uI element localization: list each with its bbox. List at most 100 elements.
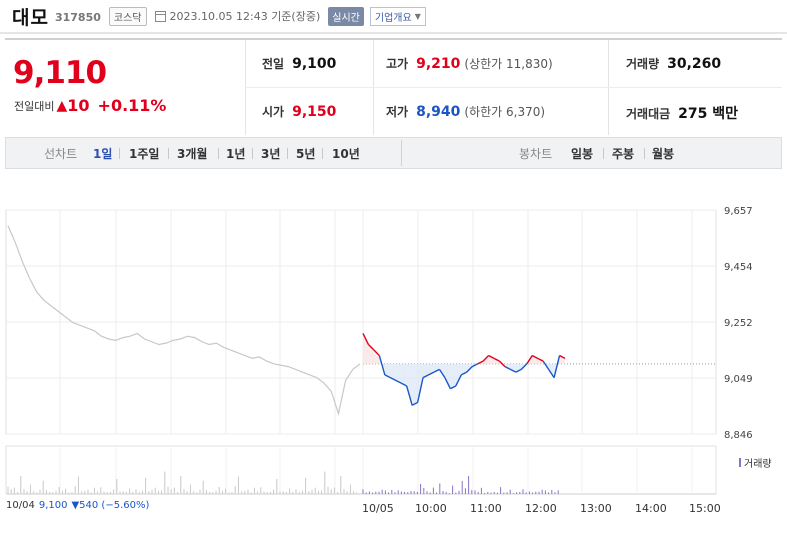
area-segment <box>423 363 429 378</box>
area-segment <box>401 363 407 386</box>
period-10y[interactable]: 10년 <box>332 147 360 161</box>
chart-lines <box>7 225 566 416</box>
series-today-segment <box>471 363 478 368</box>
period-3y[interactable]: 3년 <box>261 147 281 161</box>
series-today-segment <box>384 374 391 379</box>
high-value: 9,210 <box>416 56 461 72</box>
series-today-segment <box>531 354 539 359</box>
market-badge: 코스닥 <box>108 6 147 26</box>
area-segment <box>510 363 516 373</box>
period-3m[interactable]: 3개월 <box>177 147 208 161</box>
series-today-segment <box>510 368 517 373</box>
area-segment <box>395 363 402 384</box>
chart-area-fill <box>363 333 565 406</box>
upper-limit: (상한가 11,830) <box>464 57 553 71</box>
period-1d[interactable]: 1일 <box>93 147 113 161</box>
volume-value: 30,260 <box>667 56 722 72</box>
area-segment <box>373 350 380 364</box>
chevron-down-icon: ▼ <box>414 11 421 21</box>
current-price: 9,110 <box>13 55 107 91</box>
info-date: 10/04 <box>6 500 35 511</box>
series-today-segment <box>466 366 473 373</box>
y-tick-label: 9,657 <box>724 206 753 217</box>
volume-label: 거래량 <box>626 57 660 71</box>
amount-label: 거래대금 <box>626 107 671 121</box>
price-area: 9,110 전일대비 ▲ 10 +0.11% <box>5 40 245 135</box>
volume-cell: 거래량 30,260 <box>626 55 721 72</box>
period-1w[interactable]: 1주일 <box>129 147 160 161</box>
area-segment <box>455 363 462 386</box>
x-tick-label: 15:00 <box>689 502 721 515</box>
prev-close-value: 9,100 <box>292 56 337 72</box>
line-chart-label: 선차트 <box>44 147 78 161</box>
series-today-segment <box>520 363 528 370</box>
area-segment <box>390 363 396 381</box>
series-today-segment <box>488 354 495 359</box>
area-segment <box>450 363 456 389</box>
change-label: 전일대비 <box>14 99 55 113</box>
bottom-info: 10/04 9,100 ▼540 (−5.60%) <box>6 500 149 511</box>
x-axis-labels: 10/05 10:00 11:00 12:00 13:00 14:00 15:00 <box>362 502 721 515</box>
series-today-segment <box>450 385 457 390</box>
series-today-segment <box>493 357 500 362</box>
series-today-segment <box>406 385 413 406</box>
series-today-segment <box>455 374 462 387</box>
series-today-segment <box>395 379 402 384</box>
area-segment <box>439 363 445 378</box>
series-today-segment <box>548 368 555 379</box>
divider <box>245 87 782 88</box>
series-today-segment <box>526 355 533 365</box>
low-value: 8,940 <box>416 104 461 120</box>
y-tick-label: 9,454 <box>724 262 753 273</box>
realtime-badge[interactable]: 실시간 <box>328 6 364 26</box>
period-1y[interactable]: 1년 <box>226 147 246 161</box>
quote-datetime: 2023.10.05 12:43 기준(장중) <box>169 10 321 23</box>
series-today-segment <box>553 355 561 378</box>
series-today-segment <box>433 368 440 373</box>
candle-chart-label: 봉차트 <box>519 147 553 161</box>
up-arrow-icon: ▲ <box>56 97 68 114</box>
change-row: 전일대비 ▲ 10 +0.11% <box>14 96 166 115</box>
separator <box>287 148 288 159</box>
volume-legend-label: 거래량 <box>744 459 772 470</box>
series-today-segment <box>482 355 490 362</box>
area-segment <box>384 363 391 378</box>
series-today-segment <box>498 360 506 368</box>
quote-summary: 9,110 전일대비 ▲ 10 +0.11% 전일 9,100 고가 9,210… <box>5 38 782 135</box>
y-tick-label: 9,049 <box>724 374 753 385</box>
separator <box>168 148 169 159</box>
series-today-segment <box>460 371 468 376</box>
series-today-segment <box>428 371 435 376</box>
area-segment <box>515 363 522 373</box>
area-segment <box>559 355 565 364</box>
series-today-segment <box>367 344 375 351</box>
series-today-segment <box>411 401 418 406</box>
separator <box>252 148 253 159</box>
candle-daily[interactable]: 일봉 <box>571 147 594 161</box>
volume-swatch <box>739 458 741 467</box>
stock-code: 317850 <box>54 11 101 24</box>
company-overview-label: 기업개요 <box>374 12 412 24</box>
volume-legend: 거래량 <box>739 455 772 470</box>
series-today-segment <box>416 377 424 403</box>
area-segment <box>548 363 555 378</box>
amount-cell: 거래대금 275 백만 <box>626 103 738 123</box>
amount-value: 275 백만 <box>678 106 739 122</box>
y-tick-label: 9,252 <box>724 318 753 329</box>
prev-close-label: 전일 <box>262 57 285 71</box>
open-value: 9,150 <box>292 104 337 120</box>
period-5y[interactable]: 5년 <box>296 147 316 161</box>
info-change: ▼540 (−5.60%) <box>71 500 150 511</box>
x-tick-label: 13:00 <box>580 502 612 515</box>
candle-weekly[interactable]: 주봉 <box>612 147 635 161</box>
series-today-segment <box>378 355 386 376</box>
open-label: 시가 <box>262 105 285 119</box>
calendar-icon <box>154 10 166 22</box>
company-overview-button[interactable]: 기업개요 ▼ <box>369 6 426 26</box>
series-prev-day <box>7 225 361 416</box>
series-today-segment <box>362 333 370 345</box>
series-today-segment <box>400 382 407 387</box>
candle-monthly[interactable]: 월봉 <box>652 147 675 161</box>
x-tick-label: 11:00 <box>470 502 502 515</box>
